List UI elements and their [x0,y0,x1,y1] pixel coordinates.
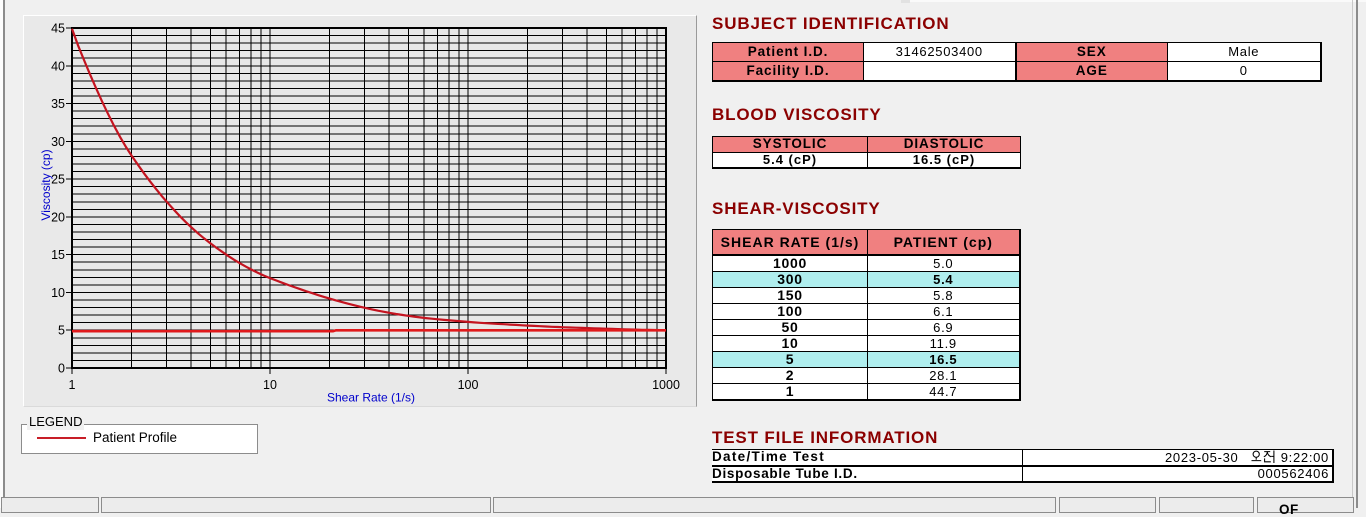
svg-text:100: 100 [458,378,479,392]
svg-text:45: 45 [51,22,65,36]
svg-text:35: 35 [51,97,65,111]
svg-text:15: 15 [51,248,65,262]
svg-text:1000: 1000 [652,378,680,392]
svg-text:0: 0 [58,362,65,376]
svg-text:40: 40 [51,59,65,73]
svg-text:Viscosity (cp): Viscosity (cp) [39,149,53,220]
svg-text:10: 10 [263,378,277,392]
svg-text:30: 30 [51,135,65,149]
svg-text:10: 10 [51,286,65,300]
svg-text:Shear Rate (1/s): Shear Rate (1/s) [327,391,415,405]
svg-text:1: 1 [69,378,76,392]
svg-text:5: 5 [58,324,65,338]
svg-text:20: 20 [51,210,65,224]
svg-text:25: 25 [51,173,65,187]
